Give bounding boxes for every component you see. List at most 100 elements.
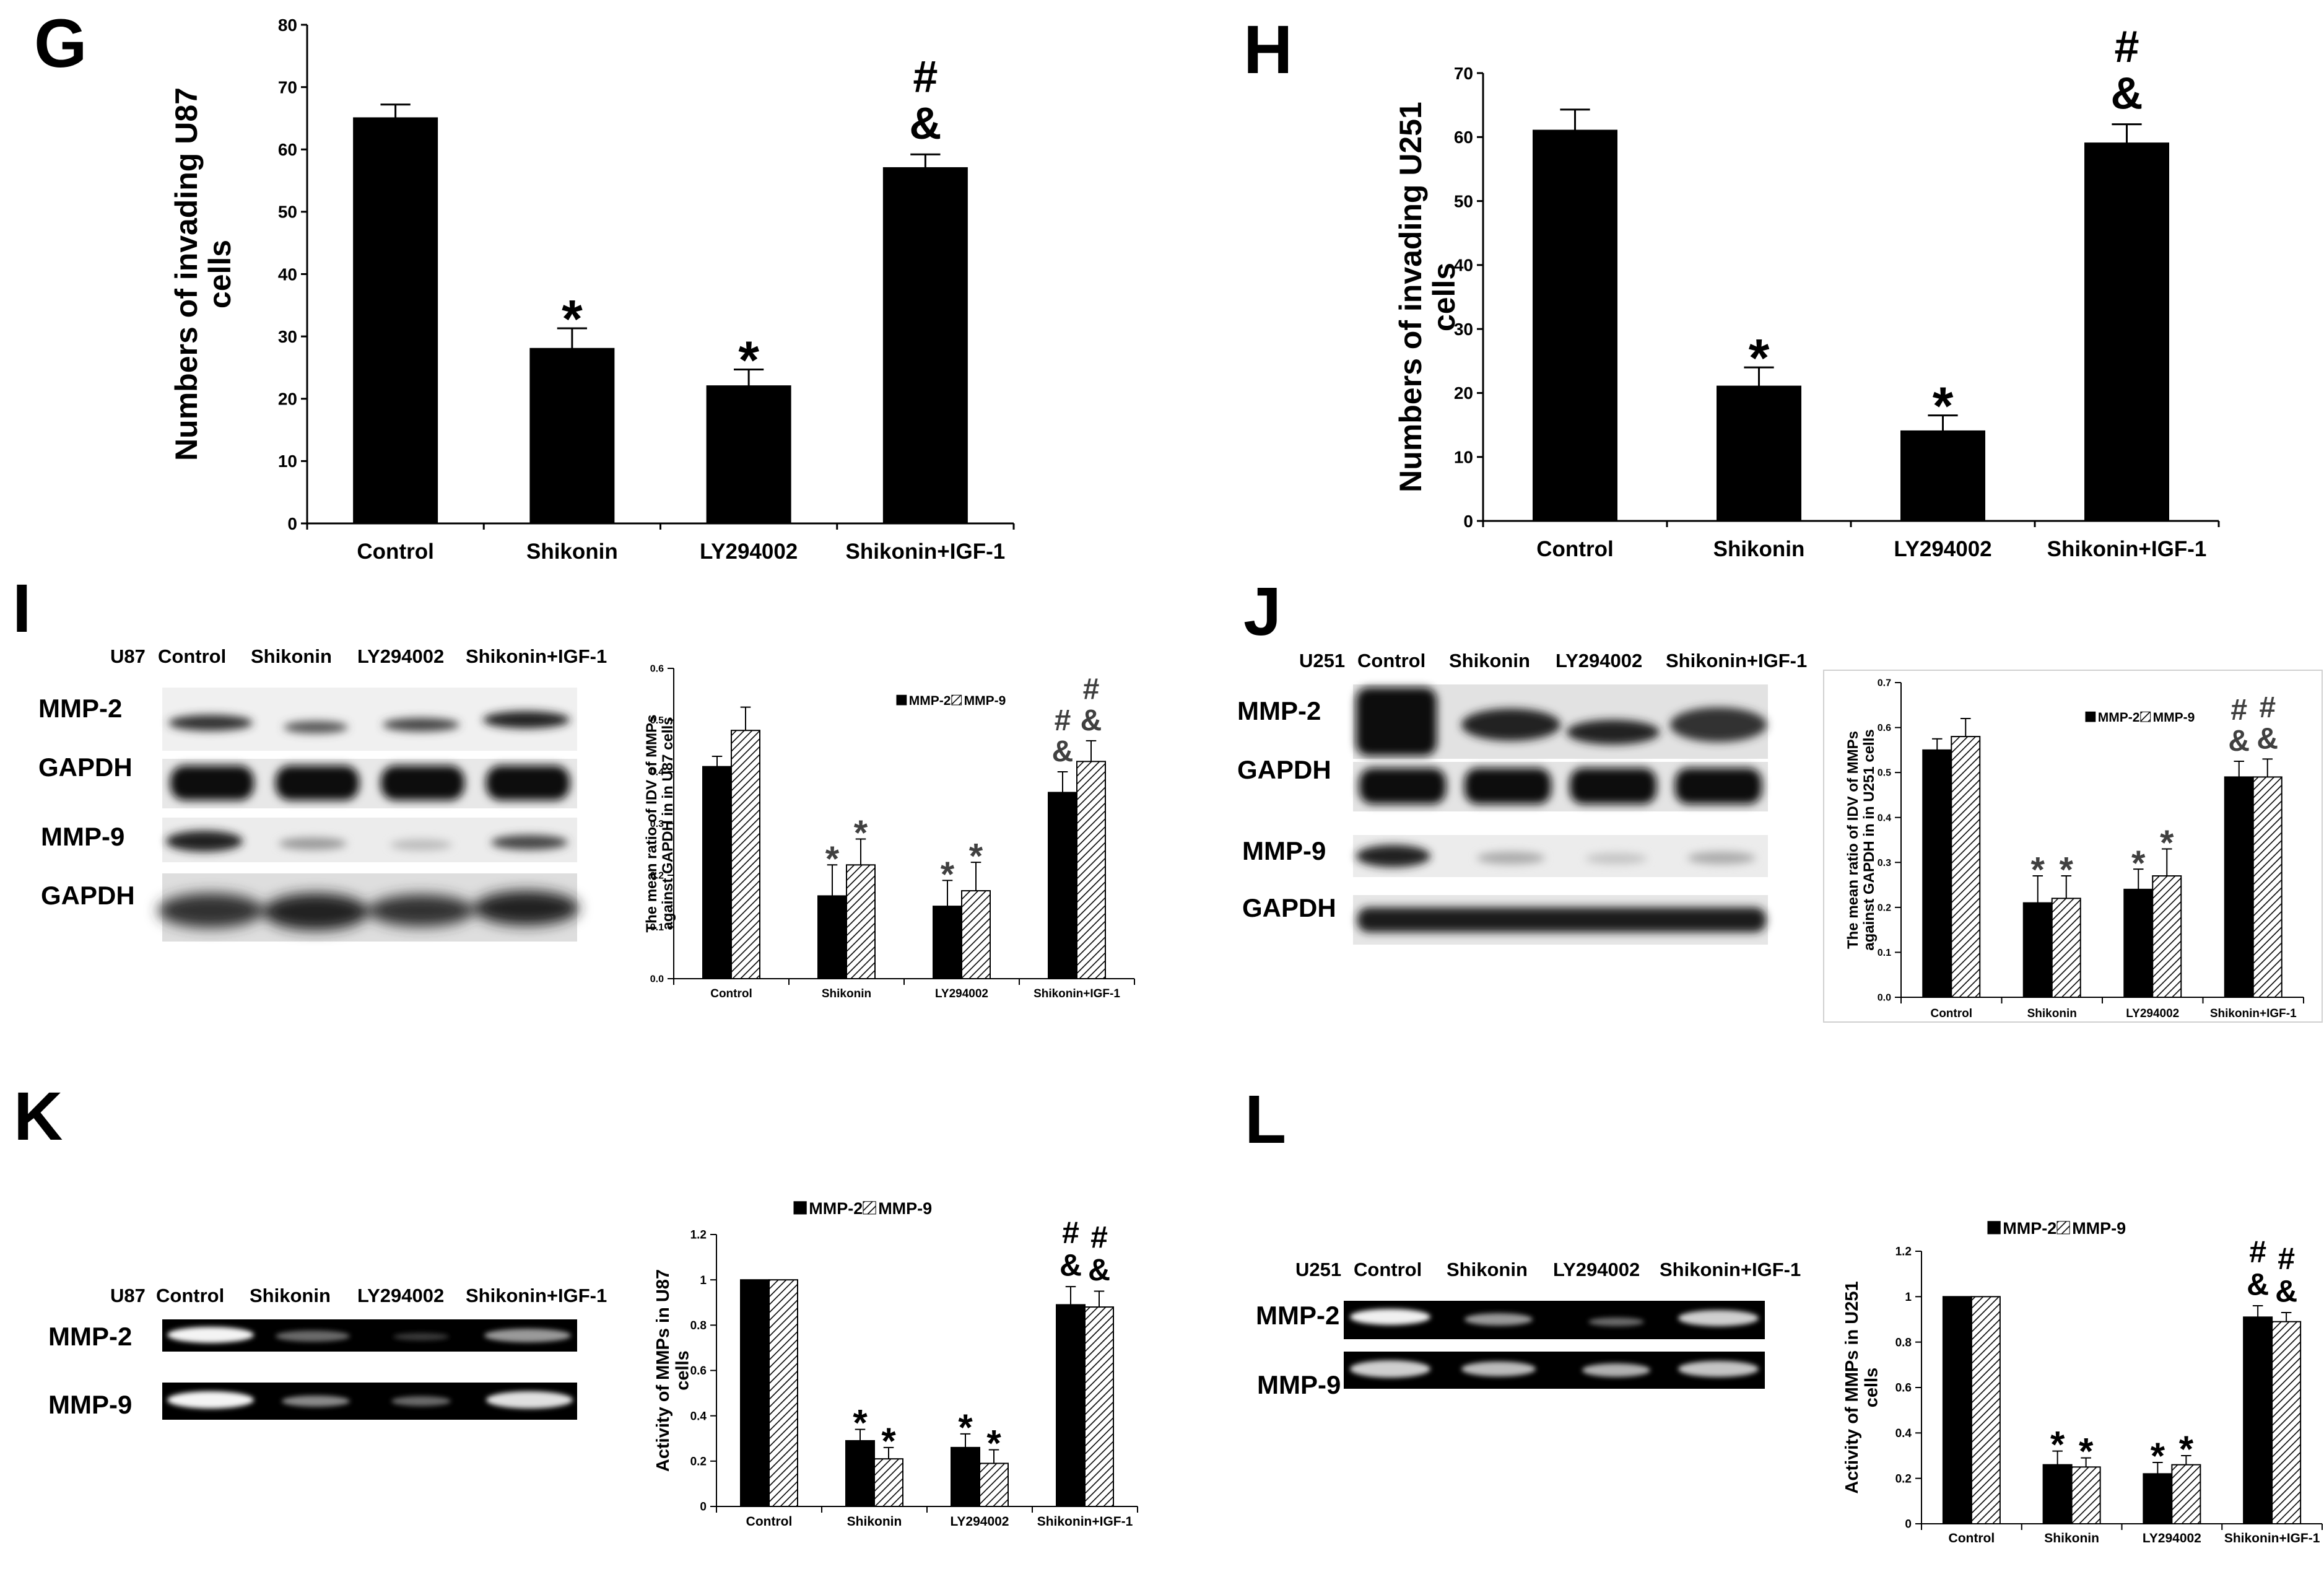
blot-header-cell-line: U87 bbox=[110, 1285, 146, 1306]
bar-mmp2 bbox=[2123, 888, 2154, 999]
y-axis-label-line: cells bbox=[672, 1350, 692, 1391]
blot-header-lane: Control bbox=[158, 645, 226, 667]
significance-ampersand: & bbox=[2257, 723, 2278, 756]
y-tick-label: 0.4 bbox=[650, 767, 664, 778]
significance-star: * bbox=[2050, 1424, 2065, 1466]
significance-hash: # bbox=[913, 53, 938, 102]
y-axis-label: Activity of MMPs in U251cells bbox=[1842, 1281, 1881, 1493]
panel-letter-g: G bbox=[34, 6, 87, 82]
x-tick-label: Shikonin+IGF-1 bbox=[1034, 987, 1120, 1000]
panel-letter-h: H bbox=[1243, 12, 1292, 88]
significance-ampersand: & bbox=[2111, 69, 2143, 118]
y-tick-label: 0.2 bbox=[690, 1455, 707, 1468]
y-axis-label-line: Activity of MMPs in U251 bbox=[1842, 1281, 1862, 1493]
blot-row-label: MMP-9 bbox=[41, 822, 124, 851]
y-tick-label: 0.2 bbox=[1878, 903, 1891, 913]
significance-star: * bbox=[825, 839, 840, 879]
x-tick-label: Control bbox=[1536, 537, 1613, 561]
blot-header-cell-line: U87 bbox=[110, 645, 146, 667]
y-axis-label-line: The mean ratio of IDV of MMPs bbox=[1845, 731, 1861, 949]
y-tick-label: 0.5 bbox=[1878, 768, 1891, 779]
y-tick-label: 0.3 bbox=[1878, 858, 1891, 868]
legend-label: MMP-9 bbox=[964, 694, 1006, 708]
y-tick-label: 0.0 bbox=[1878, 993, 1891, 1003]
y-tick-label: 0.6 bbox=[650, 664, 664, 675]
blot-header-lane: LY294002 bbox=[1553, 1259, 1640, 1280]
legend-label: MMP-9 bbox=[2072, 1219, 2126, 1238]
bar-mmp9 bbox=[874, 1458, 903, 1508]
y-axis-label-line: cells bbox=[202, 240, 237, 308]
y-axis-label-line: against GAPDH in in U87 cells bbox=[659, 717, 676, 930]
bar-mmp9 bbox=[2271, 1321, 2302, 1525]
y-tick-label: 60 bbox=[1454, 128, 1473, 147]
bar-mmp9 bbox=[961, 890, 991, 980]
legend-swatch bbox=[793, 1201, 807, 1215]
significance-ampersand: & bbox=[2275, 1274, 2297, 1309]
significance-star: * bbox=[562, 289, 583, 349]
bar-mmp2 bbox=[2143, 1473, 2173, 1524]
y-tick-label: 0.8 bbox=[1895, 1336, 1912, 1349]
y-axis-label-line: Numbers of invading U251 bbox=[1393, 102, 1428, 492]
y-tick-label: 20 bbox=[278, 390, 297, 409]
significance-hash: # bbox=[2278, 1241, 2295, 1276]
x-tick-label: Control bbox=[746, 1514, 793, 1529]
x-tick-label: Shikonin+IGF-1 bbox=[1037, 1514, 1133, 1529]
zymogram-l: U251 Control Shikonin LY294002 Shikonin+… bbox=[1256, 1259, 1801, 1399]
bar-mmp2 bbox=[1942, 1296, 1972, 1524]
y-axis-label: Activity of MMPs in U87cells bbox=[653, 1269, 692, 1472]
blot-header-lane: Shikonin bbox=[251, 645, 332, 667]
y-tick-label: 0.7 bbox=[1878, 678, 1891, 689]
y-tick-label: 0.8 bbox=[690, 1319, 707, 1332]
x-tick-label: LY294002 bbox=[2143, 1531, 2201, 1545]
legend-label: MMP-9 bbox=[2153, 710, 2195, 725]
significance-hash: # bbox=[1083, 673, 1100, 706]
bar-mmp9 bbox=[731, 730, 760, 979]
significance-ampersand: & bbox=[909, 99, 941, 149]
y-tick-label: 0.4 bbox=[690, 1410, 707, 1423]
bar-chart-k: 0 0.2 0.4 0.6 0.8 1 1.2 Control Shikonin LY294002… bbox=[653, 1199, 1138, 1529]
y-axis-label: Numbers of invading U87cells bbox=[169, 87, 237, 461]
blot-header-cell-line: U251 bbox=[1295, 1259, 1341, 1280]
significance-ampersand: & bbox=[1088, 1252, 1110, 1287]
blot-header-cell-line: U251 bbox=[1299, 650, 1345, 671]
bar-mmp2 bbox=[2243, 1316, 2273, 1524]
bar bbox=[353, 117, 438, 525]
x-tick-label: Control bbox=[357, 540, 433, 564]
significance-star: * bbox=[854, 813, 868, 853]
blot-row-label: MMP-2 bbox=[48, 1322, 132, 1351]
y-tick-label: 0.6 bbox=[1878, 723, 1891, 733]
x-tick-label: Shikonin+IGF-1 bbox=[2047, 537, 2207, 561]
y-tick-label: 0.1 bbox=[650, 922, 664, 933]
blot-header-lane: LY294002 bbox=[1556, 650, 1642, 671]
y-tick-label: 1.2 bbox=[1895, 1246, 1912, 1259]
significance-hash: # bbox=[1055, 704, 1071, 737]
x-tick-label: Shikonin bbox=[2044, 1531, 2099, 1545]
zymogram-k: U87 Control Shikonin LY294002 Shikonin+I… bbox=[48, 1285, 607, 1420]
blot-row-label: GAPDH bbox=[1242, 893, 1336, 922]
x-tick-label: Control bbox=[1930, 1007, 1972, 1020]
bar-mmp9 bbox=[768, 1279, 798, 1508]
y-tick-label: 0.0 bbox=[650, 974, 664, 985]
bar-mmp2 bbox=[1056, 1304, 1086, 1508]
bar-mmp2 bbox=[933, 906, 962, 979]
significance-star: * bbox=[2131, 844, 2146, 883]
significance-star: * bbox=[738, 331, 759, 390]
blot-row-label: GAPDH bbox=[38, 753, 133, 782]
bar bbox=[529, 347, 615, 525]
legend-swatch bbox=[863, 1201, 876, 1215]
y-tick-label: 0 bbox=[700, 1501, 707, 1514]
blot-header-lane: Control bbox=[156, 1285, 224, 1306]
blot-header-lane: Shikonin+IGF-1 bbox=[1660, 1259, 1801, 1280]
significance-hash: # bbox=[1062, 1215, 1079, 1250]
y-axis-label-line: against GAPDH in in U251 cells bbox=[1861, 729, 1878, 950]
y-tick-label: 70 bbox=[1454, 64, 1473, 83]
legend-label: MMP-2 bbox=[909, 694, 951, 708]
y-axis-label-line: Activity of MMPs in U87 bbox=[653, 1269, 673, 1472]
y-tick-label: 1 bbox=[700, 1274, 707, 1287]
x-tick-label: LY294002 bbox=[700, 540, 798, 564]
y-tick-label: 1.2 bbox=[690, 1229, 707, 1242]
y-tick-label: 80 bbox=[278, 15, 297, 35]
bar-chart-j: 0.0 0.1 0.2 0.3 0.4 0.5 0.6 0.7 Control Shikonin L… bbox=[1823, 670, 2323, 1023]
significance-hash: # bbox=[2249, 1235, 2266, 1269]
bar-mmp2 bbox=[702, 766, 732, 980]
